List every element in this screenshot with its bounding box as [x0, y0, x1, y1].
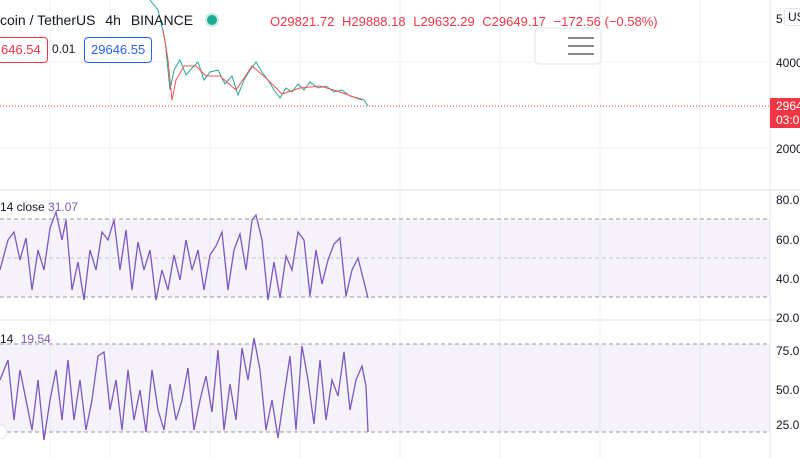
high: H29888.18 [341, 14, 406, 29]
exchange: BINANCE [130, 12, 194, 28]
spread: 0.01 [52, 42, 76, 56]
stoch-axis-label: 75.0 [776, 344, 800, 358]
low: L29632.29 [413, 14, 475, 29]
market-status [205, 13, 220, 27]
interval: 4h [105, 12, 121, 28]
stoch-levels [0, 343, 770, 433]
stoch-name: 14 [0, 332, 14, 346]
rsi-axis-label: 60.0 [776, 233, 800, 247]
change: −172.56 (−0.58%) [553, 14, 658, 29]
last-price-tag [770, 98, 800, 128]
stoch-line [0, 337, 369, 441]
currency-button[interactable]: US [784, 8, 800, 26]
ohlc-values: O29821.72 H29888.18 L29632.29 C29649.17 … [270, 14, 662, 29]
symbol: coin / TetherUS [0, 12, 96, 28]
countdown: 03:0 [776, 113, 800, 127]
sell-button[interactable]: 646.54 [0, 37, 48, 63]
price-label: 5 [776, 12, 783, 26]
rsi-name: 14 close [0, 200, 45, 214]
rsi-value: 31.07 [48, 200, 79, 214]
rsi-title: 14 close 31.07 [0, 200, 78, 214]
close: C29649.17 [482, 14, 546, 29]
stoch-axis-label: 25.0 [776, 418, 800, 432]
symbol-header[interactable]: coin / TetherUS 4h BINANCE [0, 12, 233, 28]
stoch-band [0, 344, 770, 432]
scroll-button[interactable] [0, 424, 8, 440]
rsi-axis-label: 40.0 [776, 272, 800, 286]
open: O29821.72 [270, 14, 335, 29]
stoch-value: 19.54 [20, 332, 51, 346]
stoch-title: 14 19.54 [0, 332, 51, 346]
rsi-axis-label: 80.0 [776, 193, 800, 207]
price-label: 4000 [776, 56, 800, 70]
price-candles-down [162, 29, 363, 101]
widget-icon [568, 37, 594, 55]
rsi-axis-label: 20.0 [776, 311, 800, 325]
buy-button[interactable]: 29646.55 [84, 37, 153, 63]
price-label: 2000 [776, 142, 800, 156]
price-candles [149, 0, 369, 107]
stoch-axis-label: 50.0 [776, 383, 800, 397]
rsi-line [0, 209, 369, 301]
last-price: 2964 [776, 99, 800, 113]
